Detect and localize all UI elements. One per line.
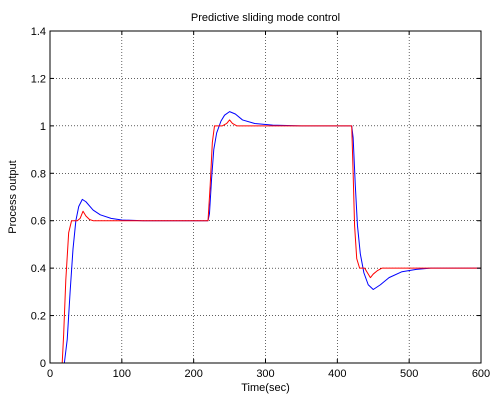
series-line-2 bbox=[50, 119, 481, 364]
grid bbox=[50, 31, 481, 363]
y-tick-label: 0.4 bbox=[31, 263, 46, 275]
x-tick-label: 0 bbox=[47, 368, 53, 380]
y-tick-label: 0 bbox=[40, 358, 46, 370]
x-axis-label: Time(sec) bbox=[241, 382, 289, 394]
y-tick-label: 0.8 bbox=[31, 168, 46, 180]
x-tick-label: 500 bbox=[400, 368, 418, 380]
y-tick-label: 1.4 bbox=[31, 26, 46, 38]
series-group bbox=[50, 111, 481, 364]
y-tick-label: 0.2 bbox=[31, 311, 46, 323]
x-tick-label: 300 bbox=[256, 368, 274, 380]
y-tick-label: 0.6 bbox=[31, 216, 46, 228]
x-tick-label: 100 bbox=[113, 368, 131, 380]
tick-group: 0 100 200 300 400 500 600 0 0.2 0.4 0.6 0.8 1 1.2 1.4 bbox=[31, 26, 490, 380]
x-tick-label: 200 bbox=[184, 368, 202, 380]
y-tick-label: 1.2 bbox=[31, 73, 46, 85]
series-line-1 bbox=[50, 111, 481, 364]
y-tick-label: 1 bbox=[40, 121, 46, 133]
chart-title: Predictive sliding mode control bbox=[191, 12, 340, 24]
x-tick-label: 400 bbox=[328, 368, 346, 380]
y-axis-label: Process output bbox=[7, 160, 19, 233]
x-tick-label: 600 bbox=[472, 368, 490, 380]
